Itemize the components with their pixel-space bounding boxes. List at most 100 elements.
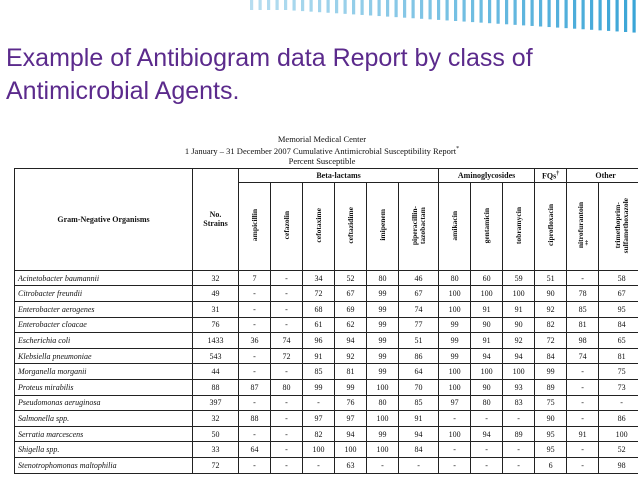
susceptibility-value: -	[470, 441, 504, 458]
susceptibility-value: 93	[502, 378, 536, 396]
susceptibility-value: 72	[534, 332, 568, 349]
decorative-stripe	[275, 0, 279, 10]
susceptibility-value: 85	[397, 394, 440, 412]
strain-count: 32	[192, 269, 239, 287]
susceptibility-value: -	[238, 301, 271, 318]
organism-name: Salmonella spp.	[14, 410, 193, 427]
decorative-stripe	[530, 0, 534, 26]
susceptibility-value: 94	[470, 347, 504, 365]
susceptibility-value: 92	[334, 347, 367, 365]
susceptibility-value: -	[238, 316, 271, 334]
susceptibility-value: 80	[270, 378, 303, 396]
drug-name: ampicillin	[249, 209, 259, 242]
table-row: Citrobacter freundii 49- -72 67 99 67 100 100 10…	[14, 285, 638, 303]
decorative-stripe	[377, 0, 381, 17]
decorative-stripe	[258, 0, 262, 10]
decorative-stripe	[505, 0, 509, 25]
susceptibility-value: 75	[598, 363, 638, 380]
decorative-stripe	[335, 0, 339, 14]
susceptibility-value: -	[502, 410, 536, 427]
susceptibility-value: -	[238, 456, 271, 474]
susceptibility-value: 52	[598, 441, 638, 458]
drug-name: ceftazidime	[345, 207, 355, 244]
subtitle-footnote-mark: *	[456, 146, 460, 152]
susceptibility-value: -	[270, 456, 303, 474]
susceptibility-value: 100	[334, 441, 367, 458]
table-row: Enterobacter cloacae 76- -61 62 99 77 99 90 90 82…	[14, 316, 638, 334]
susceptibility-value: 97	[334, 410, 367, 427]
susceptibility-value: -	[238, 285, 271, 303]
drug-header: cefotaxime	[302, 181, 335, 271]
organism-header: Gram-Negative Organisms	[14, 167, 193, 271]
decorative-stripe	[352, 0, 356, 15]
susceptibility-value: 89	[502, 425, 536, 443]
susceptibility-value: 80	[366, 269, 399, 287]
susceptibility-value: -	[366, 456, 399, 474]
susceptibility-value: 100	[366, 410, 399, 427]
susceptibility-value: 78	[566, 285, 600, 303]
susceptibility-value: 97	[302, 410, 335, 427]
decorative-stripe	[428, 0, 432, 20]
decorative-stripe	[301, 0, 305, 12]
susceptibility-value: 82	[302, 425, 335, 443]
susceptibility-value: 99	[438, 332, 472, 349]
susceptibility-value: 95	[534, 441, 568, 458]
susceptibility-value: 80	[366, 394, 399, 412]
decorative-stripe	[513, 0, 517, 25]
susceptibility-value: 100	[470, 363, 504, 380]
susceptibility-value: 100	[438, 285, 472, 303]
susceptibility-value: -	[438, 410, 472, 427]
strain-count: 32	[192, 410, 239, 427]
fq-footnote-mark: †	[556, 170, 560, 177]
susceptibility-value: -	[270, 410, 303, 427]
decorative-stripe	[420, 0, 424, 19]
report-subtitle: 1 January – 31 December 2007 Cumulative …	[184, 145, 460, 156]
susceptibility-value: 95	[598, 301, 638, 318]
susceptibility-value: 64	[397, 363, 440, 380]
drug-name: tobramycin	[513, 206, 523, 244]
group-fqs: FQs†	[534, 167, 568, 183]
organism-name: Shigella spp.	[14, 441, 193, 458]
susceptibility-value: 58	[598, 269, 638, 287]
susceptibility-value: 94	[470, 425, 504, 443]
decorative-stripe	[309, 0, 313, 12]
susceptibility-value: 81	[334, 363, 367, 380]
susceptibility-value: -	[238, 425, 271, 443]
decorative-stripe	[564, 0, 568, 29]
strain-count: 44	[192, 363, 239, 380]
susceptibility-value: -	[566, 456, 600, 474]
susceptibility-value: -	[270, 269, 303, 287]
decorative-stripe	[581, 0, 585, 30]
susceptibility-value: -	[302, 394, 335, 412]
susceptibility-value: 65	[598, 332, 638, 349]
organism-name: Stenotrophomonas maltophilia	[14, 456, 193, 474]
susceptibility-value: 100	[302, 441, 335, 458]
decorative-stripe	[411, 0, 415, 19]
susceptibility-value: 100	[438, 425, 472, 443]
nitrofurantoin-footnote-mark: ‡	[585, 240, 589, 247]
table-row: Shigella spp. 33 64-100 100 100 84- - -95-52	[14, 441, 638, 458]
susceptibility-value: -	[470, 410, 504, 427]
decorative-stripe	[360, 0, 364, 15]
susceptibility-value: -	[566, 378, 600, 396]
susceptibility-value: 85	[302, 363, 335, 380]
susceptibility-value: 84	[534, 347, 568, 365]
table-row: Morganella morganii 44- -85 81 99 64 100 100 100…	[14, 363, 638, 380]
strain-count: 543	[192, 347, 239, 365]
susceptibility-value: 90	[534, 285, 568, 303]
decorative-stripe	[386, 0, 390, 17]
susceptibility-value: 92	[502, 332, 536, 349]
susceptibility-value: -	[270, 363, 303, 380]
susceptibility-value: 99	[438, 347, 472, 365]
decorative-stripe	[326, 0, 330, 13]
susceptibility-value: -	[270, 394, 303, 412]
decorative-stripe	[292, 0, 296, 11]
susceptibility-value: 68	[302, 301, 335, 318]
drug-name: gentamicin	[481, 207, 491, 244]
susceptibility-value: -	[502, 441, 536, 458]
table-row: Enterobacter aerogenes 31- -68 69 99 74 100 91 9…	[14, 301, 638, 318]
susceptibility-value: 100	[438, 301, 472, 318]
drug-header: amikacin	[438, 181, 472, 271]
decorative-stripe	[479, 0, 483, 23]
susceptibility-value: -	[270, 441, 303, 458]
